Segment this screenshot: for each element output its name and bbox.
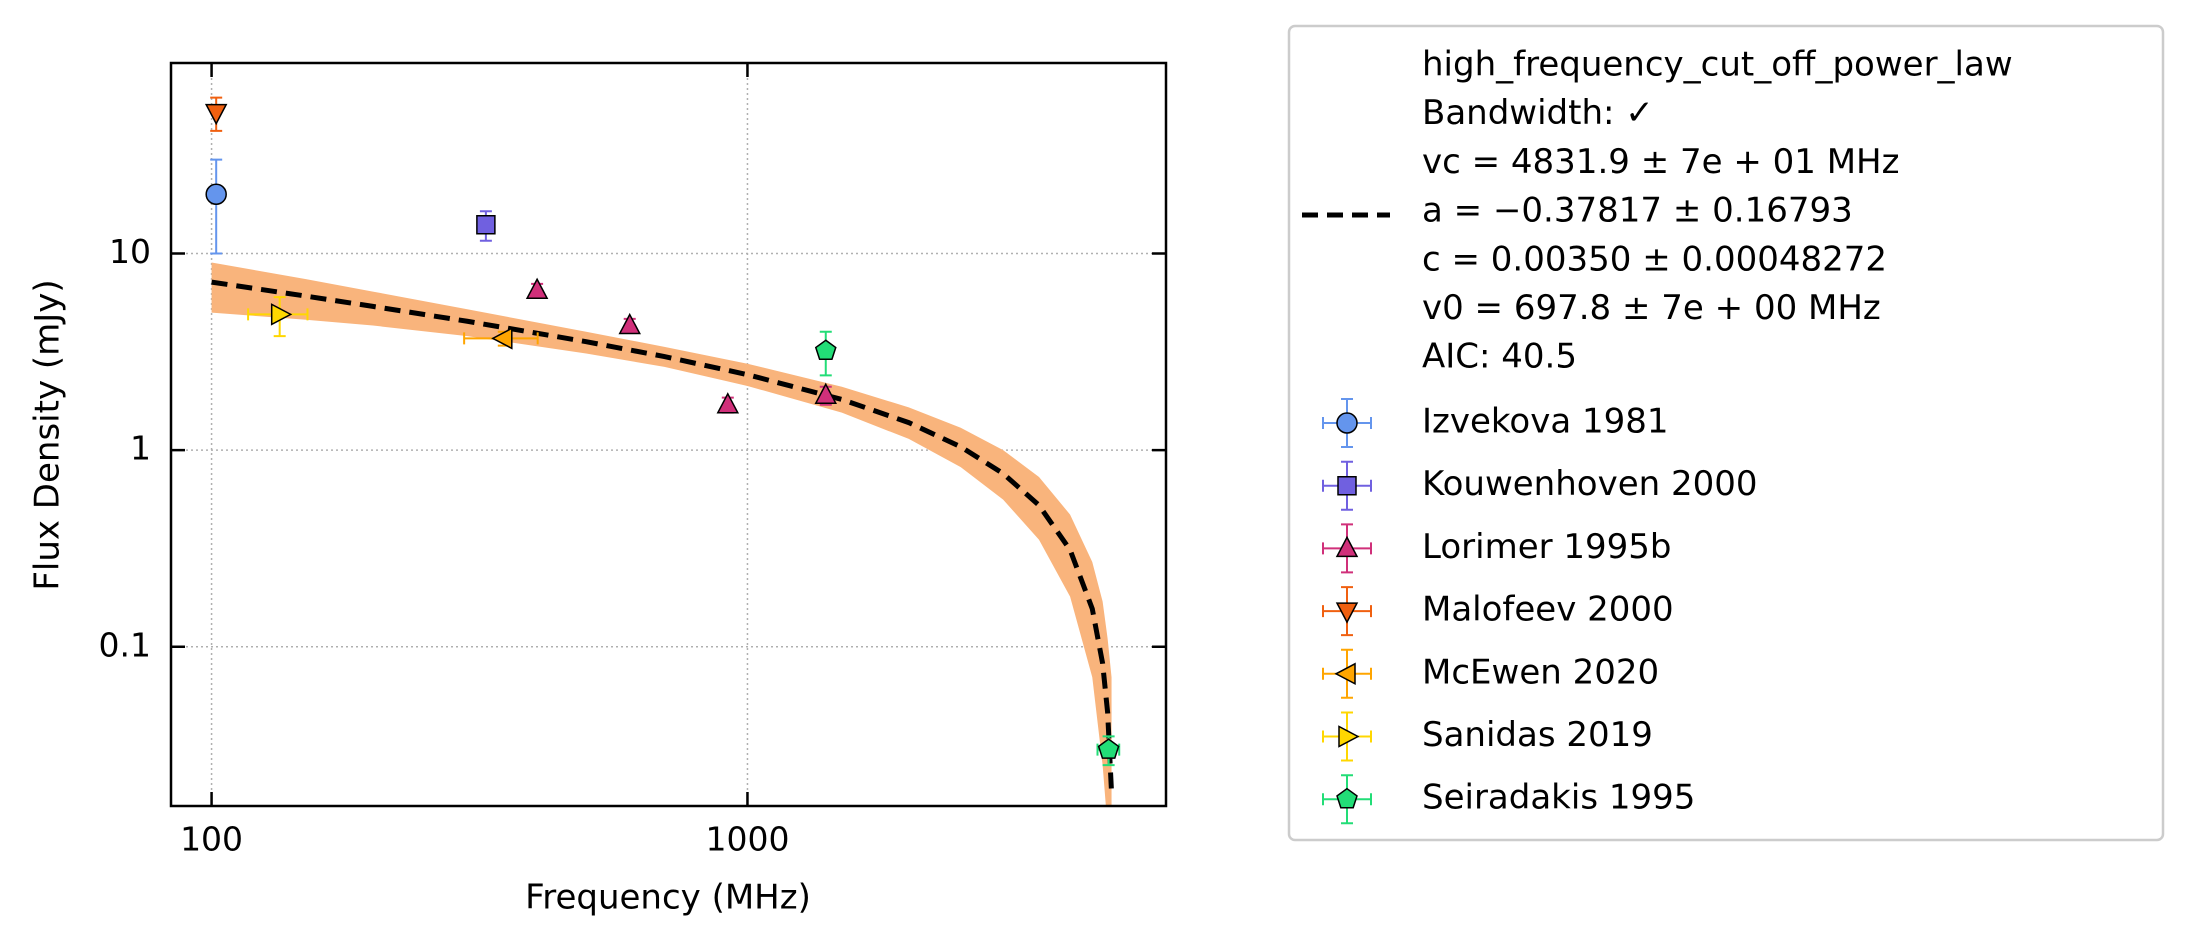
data-point xyxy=(814,339,837,361)
data-point xyxy=(204,103,228,126)
legend-marker xyxy=(1334,662,1356,686)
legend-fit-text: a = −0.37817 ± 0.16793 xyxy=(1422,191,1853,231)
legend-marker xyxy=(1335,535,1359,558)
legend-label: McEwen 2020 xyxy=(1422,652,1659,692)
plot-area xyxy=(204,96,1121,806)
data-point xyxy=(491,327,513,350)
x-axis-label: Frequency (MHz) xyxy=(525,878,811,918)
data-point xyxy=(814,382,838,405)
x-tick-label: 100 xyxy=(180,820,243,859)
legend-label: Lorimer 1995b xyxy=(1422,527,1672,567)
legend-label: Malofeev 2000 xyxy=(1422,590,1674,630)
legend-fit-text: AIC: 40.5 xyxy=(1422,337,1577,377)
data-point xyxy=(618,312,641,335)
legend-fit-text: v0 = 697.8 ± 7e + 00 MHz xyxy=(1422,288,1881,328)
data-point xyxy=(205,183,227,206)
y-error-bar xyxy=(210,158,223,255)
legend-fit-text: vc = 4831.9 ± 7e + 01 MHz xyxy=(1422,142,1899,182)
legend-fit-text: high_frequency_cut_off_power_law xyxy=(1422,45,2013,85)
fit-uncertainty-band xyxy=(211,262,1112,806)
legend-label: Sanidas 2019 xyxy=(1422,715,1653,755)
data-point xyxy=(716,392,740,414)
y-axis-label: Flux Density (mJy) xyxy=(28,279,68,590)
y-tick-label: 10 xyxy=(109,232,151,271)
y-tick-label: 0.1 xyxy=(99,625,151,664)
fit-line xyxy=(211,279,1115,793)
data-point xyxy=(270,303,293,326)
grid xyxy=(171,63,1166,806)
legend-marker xyxy=(1336,787,1358,809)
x-tick-label: 1000 xyxy=(705,820,789,859)
y-tick-label: 1 xyxy=(130,429,151,468)
legend-marker xyxy=(1335,602,1359,624)
data-point xyxy=(1097,738,1120,759)
plot-frame xyxy=(169,61,1168,808)
legend-fit-text: c = 0.00350 ± 0.00048272 xyxy=(1422,239,1887,279)
legend-box xyxy=(1287,24,2165,842)
data-point xyxy=(525,277,549,300)
axes: 100 1000 0.1 1 10 xyxy=(99,63,1166,859)
data-point xyxy=(476,214,496,235)
legend-marker xyxy=(1337,475,1357,496)
legend: high_frequency_cut_off_power_law Bandwidt… xyxy=(1302,45,2013,825)
legend-label: Kouwenhoven 2000 xyxy=(1422,464,1758,504)
legend-label: Seiradakis 1995 xyxy=(1422,778,1695,818)
legend-marker xyxy=(1338,725,1360,748)
legend-fit-text: Bandwidth: ✓ xyxy=(1422,93,1654,133)
legend-marker xyxy=(1336,412,1358,434)
legend-label: Izvekova 1981 xyxy=(1422,402,1668,442)
